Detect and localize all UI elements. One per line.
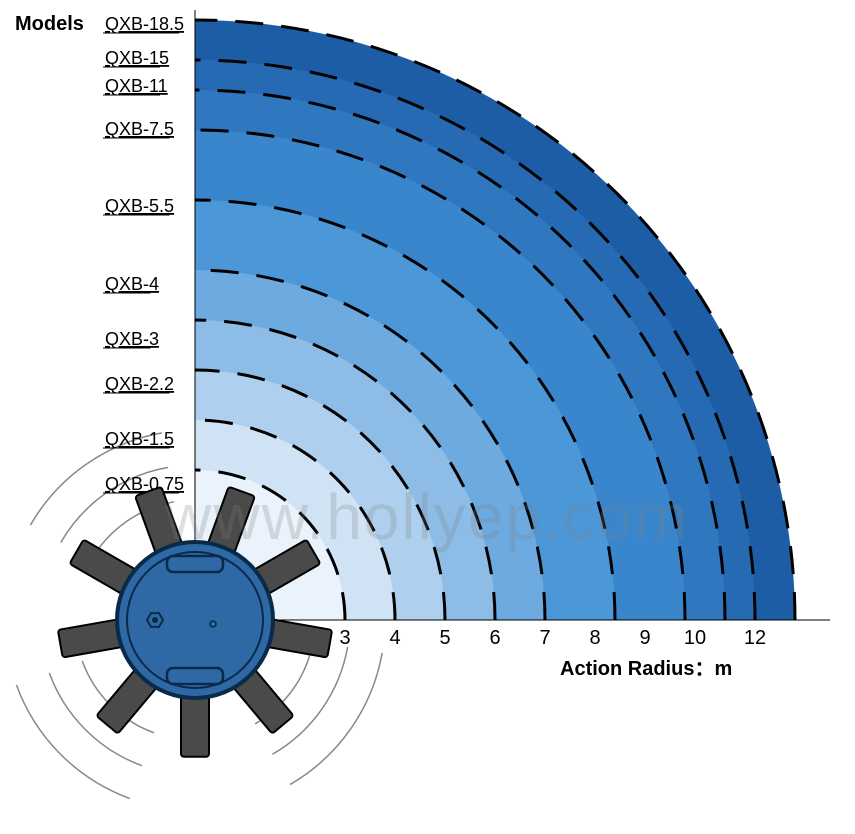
radial-chart: ModelsAction Radius：m234567891012QXB-18.… bbox=[0, 0, 855, 834]
model-label-QXB-18.5: QXB-18.5 bbox=[105, 14, 184, 34]
model-label-QXB-4: QXB-4 bbox=[105, 274, 159, 294]
model-label-QXB-15: QXB-15 bbox=[105, 48, 169, 68]
x-tick-7: 7 bbox=[539, 627, 550, 649]
x-tick-4: 4 bbox=[389, 627, 400, 649]
model-label-QXB-5.5: QXB-5.5 bbox=[105, 196, 174, 216]
x-tick-10: 10 bbox=[684, 627, 706, 649]
model-label-QXB-1.5: QXB-1.5 bbox=[105, 429, 174, 449]
model-label-QXB-11: QXB-11 bbox=[105, 76, 168, 96]
y-axis-title: Models bbox=[15, 13, 84, 35]
x-tick-8: 8 bbox=[589, 627, 600, 649]
x-tick-6: 6 bbox=[489, 627, 500, 649]
x-axis-title: Action Radius：m bbox=[560, 658, 732, 680]
model-label-QXB-2.2: QXB-2.2 bbox=[105, 374, 174, 394]
model-label-QXB-0.75: QXB-0.75 bbox=[105, 474, 184, 494]
x-tick-5: 5 bbox=[439, 627, 450, 649]
x-tick-12: 12 bbox=[744, 627, 766, 649]
x-tick-9: 9 bbox=[639, 627, 650, 649]
model-label-QXB-3: QXB-3 bbox=[105, 329, 159, 349]
model-label-QXB-7.5: QXB-7.5 bbox=[105, 119, 174, 139]
x-tick-3: 3 bbox=[339, 627, 350, 649]
impeller-hub bbox=[117, 542, 273, 698]
motion-arc-2 bbox=[290, 653, 382, 785]
hub-bolt-center bbox=[152, 617, 158, 623]
